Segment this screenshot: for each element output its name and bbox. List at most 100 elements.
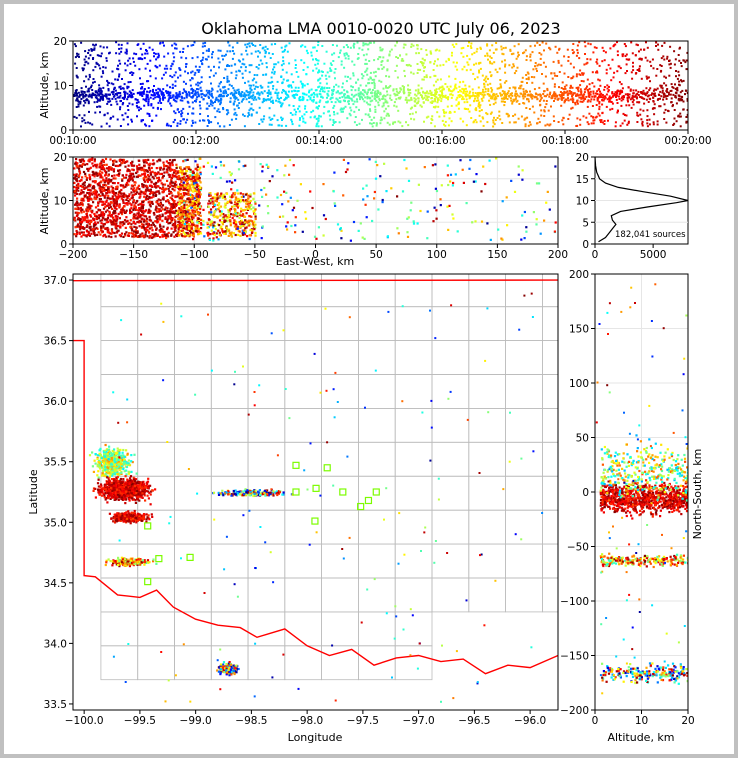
ew-altitude-source [183, 215, 186, 218]
time-height-source [665, 90, 668, 92]
time-height-source [441, 91, 443, 94]
ew-altitude-source [188, 235, 191, 238]
ew-altitude-source [233, 193, 236, 196]
time-height-source [285, 71, 288, 74]
time-height-source [315, 67, 318, 70]
ew-altitude-source [100, 160, 103, 163]
time-height-source [200, 96, 203, 99]
time-height-source [79, 102, 82, 105]
time-height-source [417, 84, 420, 87]
time-height-source [317, 59, 320, 62]
time-height-source [448, 117, 451, 120]
time-height-source [90, 84, 93, 87]
time-height-source [458, 102, 460, 105]
time-height-source [371, 95, 374, 98]
time-height-source [179, 50, 182, 53]
time-height-source [146, 62, 149, 65]
time-height-source [118, 75, 120, 78]
time-height-source [266, 48, 269, 50]
ew-altitude-source [99, 164, 102, 167]
time-height-source [567, 99, 570, 102]
time-height-source [562, 88, 565, 90]
time-height-source [321, 45, 324, 47]
ew-altitude-source [169, 207, 172, 210]
time-height-source [656, 98, 659, 101]
time-height-source [645, 87, 648, 90]
time-height-source [144, 67, 147, 70]
time-height-source [375, 92, 378, 95]
time-height-source [399, 87, 402, 90]
time-height-source [85, 85, 87, 88]
time-height-source [336, 112, 339, 115]
time-height-source [158, 96, 161, 98]
time-height-source [251, 97, 254, 100]
ew-altitude-source [231, 216, 234, 220]
time-height-source [493, 61, 496, 64]
ew-altitude-source [183, 235, 187, 238]
ew-altitude-source [177, 230, 180, 234]
time-height-source [458, 95, 461, 98]
ew-altitude-source [173, 189, 176, 192]
time-height-source [469, 90, 472, 93]
ew-altitude-source [525, 230, 528, 233]
time-height-source [73, 115, 76, 118]
time-height-source [639, 108, 642, 111]
time-height-source [155, 58, 158, 61]
time-height-source [543, 110, 546, 113]
time-height-source [452, 89, 455, 92]
time-height-source [634, 95, 637, 97]
time-height-source [462, 80, 465, 83]
time-height-source [113, 86, 116, 89]
time-height-source [392, 122, 394, 125]
ew-altitude-source [486, 222, 489, 225]
time-height-source [119, 62, 122, 65]
time-height-source [609, 100, 612, 103]
time-height-source [146, 52, 149, 55]
time-height-source [544, 65, 547, 68]
time-height-source [680, 62, 682, 64]
ew-altitude-source [86, 163, 89, 166]
time-height-source [299, 99, 302, 102]
ew-altitude-source [102, 160, 105, 163]
ew-altitude-source [148, 215, 151, 218]
time-height-source [96, 98, 99, 101]
time-height-source [233, 113, 236, 116]
time-height-source [392, 121, 395, 124]
time-height-source [474, 97, 476, 100]
time-height-source [410, 98, 413, 101]
time-height-source [359, 91, 362, 94]
time-height-source [672, 93, 675, 96]
time-height-source [222, 58, 224, 61]
time-height-source [574, 103, 577, 106]
time-height-source [243, 63, 246, 66]
ew-altitude-source [208, 211, 211, 214]
ew-altitude-source [130, 207, 133, 210]
ew-altitude-source [225, 228, 229, 231]
time-height-source [318, 101, 321, 104]
time-height-source [642, 97, 645, 100]
time-height-source [166, 92, 169, 95]
ew-altitude-source [166, 233, 169, 236]
time-height-source [361, 48, 364, 51]
time-height-source [386, 90, 388, 93]
ew-altitude-source [243, 223, 246, 226]
time-height-source [97, 99, 100, 102]
ew-altitude-source [150, 171, 153, 174]
time-height-source [317, 41, 320, 44]
time-height-source [212, 74, 215, 77]
ew-altitude-source [91, 193, 94, 196]
time-height-source [117, 43, 120, 46]
ew-altitude-source [136, 215, 140, 218]
time-height-source [323, 105, 326, 108]
time-height-source [349, 106, 352, 109]
ew-altitude-source [83, 216, 87, 219]
time-height-source [390, 99, 393, 101]
time-height-source [491, 97, 493, 100]
time-height-source [78, 114, 81, 117]
time-height-source [686, 92, 688, 94]
ew-altitude-source [105, 184, 108, 187]
time-height-source [568, 89, 571, 92]
time-height-source [592, 51, 595, 54]
time-height-source [555, 95, 558, 98]
time-height-source [528, 94, 531, 97]
